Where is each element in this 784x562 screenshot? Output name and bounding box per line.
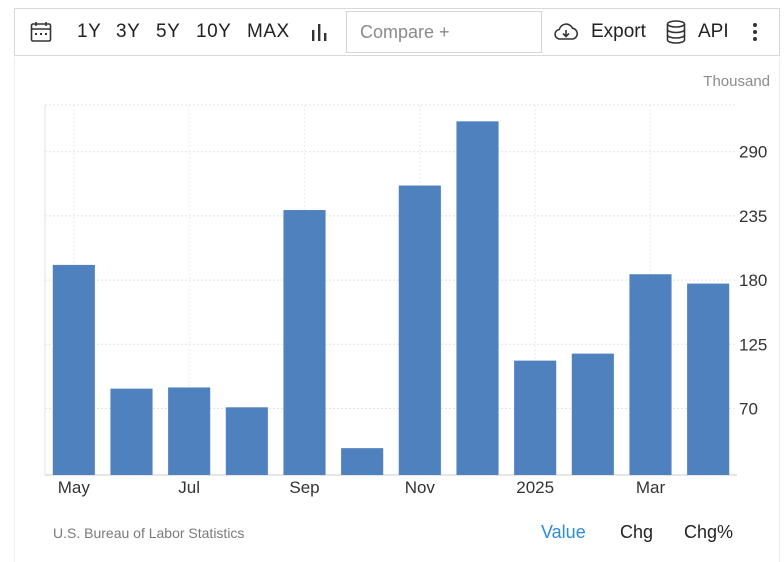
bar[interactable] xyxy=(110,388,153,475)
chart-type-icon[interactable] xyxy=(309,9,331,55)
cloud-download-icon xyxy=(554,23,579,40)
x-tick-label: Nov xyxy=(405,478,436,497)
change-percent-mode-button[interactable]: Chg% xyxy=(684,522,734,542)
database-icon xyxy=(666,20,686,44)
bar[interactable] xyxy=(168,387,211,475)
y-tick-label: 180 xyxy=(739,271,767,290)
bar[interactable] xyxy=(225,407,268,475)
bar[interactable] xyxy=(687,283,730,475)
more-options-icon[interactable] xyxy=(750,9,760,55)
x-tick-label: May xyxy=(58,478,91,497)
calendar-icon[interactable] xyxy=(29,9,53,55)
range-10y-button[interactable]: 10Y xyxy=(196,21,232,42)
export-button[interactable]: Export xyxy=(551,9,646,55)
bar[interactable] xyxy=(341,448,384,475)
x-tick-label: 2025 xyxy=(516,478,554,497)
api-label: API xyxy=(698,21,729,42)
range-1y-button[interactable]: 1Y xyxy=(77,21,102,42)
value-mode-button[interactable]: Value xyxy=(541,522,586,542)
x-tick-label: Sep xyxy=(289,478,319,497)
chart-panel xyxy=(14,57,780,562)
change-mode-button[interactable]: Chg xyxy=(620,522,654,542)
bar[interactable] xyxy=(398,185,441,476)
y-tick-label: 125 xyxy=(739,335,767,354)
x-tick-label: Mar xyxy=(636,478,666,497)
y-axis-ticks: 70 125 180 235 290 xyxy=(739,143,767,419)
x-axis-ticks: May Jul Sep Nov 2025 Mar xyxy=(58,478,666,497)
bar[interactable] xyxy=(283,210,326,476)
y-tick-label: 290 xyxy=(739,143,767,162)
bar[interactable] xyxy=(571,353,614,475)
compare-input-box[interactable] xyxy=(346,11,542,53)
export-label: Export xyxy=(591,21,646,42)
y-axis-unit-label: Thousand xyxy=(703,73,770,90)
range-5y-button[interactable]: 5Y xyxy=(156,21,181,42)
compare-input[interactable] xyxy=(360,21,530,43)
range-max-button[interactable]: MAX xyxy=(247,21,290,42)
api-button[interactable]: API xyxy=(665,9,729,55)
y-tick-label: 235 xyxy=(739,207,767,226)
bar[interactable] xyxy=(629,274,672,475)
chart-bars xyxy=(52,121,730,476)
bar[interactable] xyxy=(52,264,95,475)
x-tick-label: Jul xyxy=(178,478,200,497)
bar[interactable] xyxy=(456,121,499,475)
bar[interactable] xyxy=(514,360,557,475)
y-tick-label: 70 xyxy=(739,399,758,418)
data-source-label: U.S. Bureau of Labor Statistics xyxy=(53,525,245,541)
chart-toolbar: 1Y 3Y 5Y 10Y MAX Export API xyxy=(14,8,780,56)
range-3y-button[interactable]: 3Y xyxy=(116,21,141,42)
